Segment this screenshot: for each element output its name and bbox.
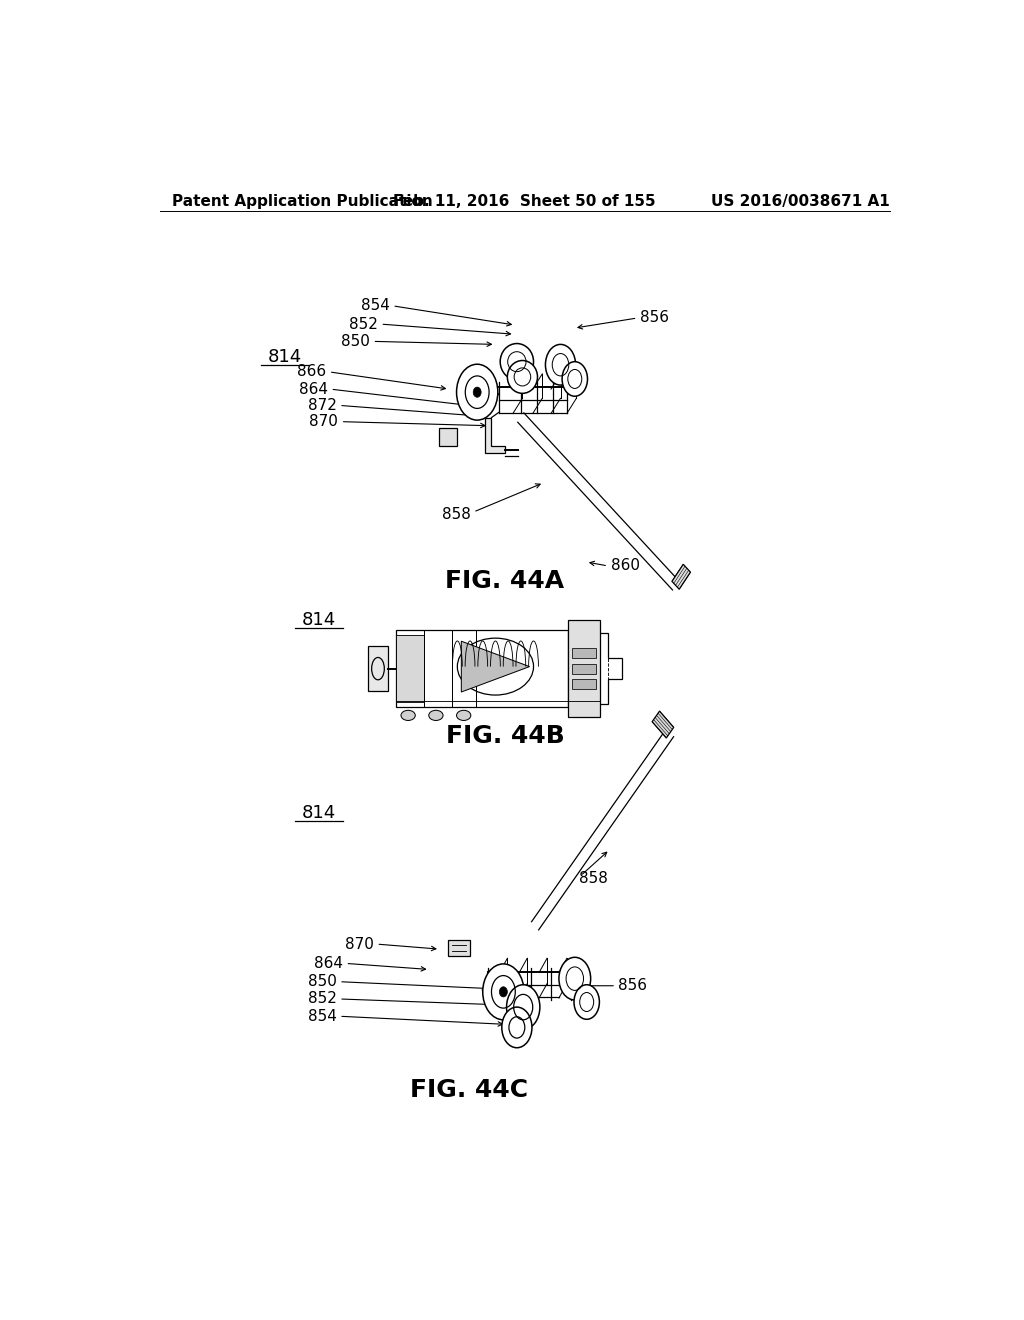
Polygon shape — [572, 648, 596, 659]
Text: 850: 850 — [341, 334, 370, 348]
Text: 814: 814 — [268, 347, 302, 366]
Text: 866: 866 — [297, 364, 327, 379]
Text: 814: 814 — [302, 804, 336, 822]
Text: FIG. 44B: FIG. 44B — [445, 723, 564, 747]
Ellipse shape — [507, 360, 538, 393]
Text: 870: 870 — [309, 414, 338, 429]
Ellipse shape — [429, 710, 443, 721]
Polygon shape — [396, 630, 568, 708]
Polygon shape — [461, 642, 529, 692]
Polygon shape — [369, 647, 388, 690]
Ellipse shape — [457, 710, 471, 721]
Ellipse shape — [482, 964, 524, 1020]
Text: 870: 870 — [345, 937, 374, 952]
Polygon shape — [447, 940, 470, 956]
Ellipse shape — [473, 387, 481, 397]
Ellipse shape — [502, 1007, 531, 1048]
Text: 864: 864 — [299, 381, 328, 396]
Polygon shape — [485, 417, 505, 453]
Text: 852: 852 — [308, 991, 337, 1006]
Text: 854: 854 — [308, 1008, 337, 1024]
Polygon shape — [572, 664, 596, 673]
Text: FIG. 44C: FIG. 44C — [411, 1078, 528, 1102]
Text: 860: 860 — [610, 558, 640, 573]
Polygon shape — [396, 635, 424, 702]
Ellipse shape — [457, 364, 498, 420]
Text: US 2016/0038671 A1: US 2016/0038671 A1 — [711, 194, 890, 209]
Text: 864: 864 — [314, 956, 343, 972]
Text: 872: 872 — [308, 397, 337, 413]
Ellipse shape — [574, 985, 599, 1019]
Text: Patent Application Publication: Patent Application Publication — [172, 194, 432, 209]
Polygon shape — [652, 711, 674, 738]
Text: 852: 852 — [349, 317, 378, 331]
Ellipse shape — [500, 343, 534, 380]
Text: FIG. 44A: FIG. 44A — [445, 569, 564, 593]
Text: Feb. 11, 2016  Sheet 50 of 155: Feb. 11, 2016 Sheet 50 of 155 — [393, 194, 656, 209]
Polygon shape — [572, 678, 596, 689]
Text: 854: 854 — [361, 298, 390, 313]
Polygon shape — [672, 564, 690, 589]
Text: 858: 858 — [579, 870, 607, 886]
Text: 814: 814 — [302, 611, 336, 628]
Polygon shape — [568, 620, 600, 718]
Ellipse shape — [562, 362, 588, 396]
Text: 850: 850 — [308, 974, 337, 989]
Ellipse shape — [507, 985, 540, 1030]
Ellipse shape — [559, 957, 591, 1001]
Text: 858: 858 — [442, 507, 471, 521]
Text: 856: 856 — [618, 978, 647, 993]
Ellipse shape — [546, 345, 575, 385]
Ellipse shape — [401, 710, 416, 721]
Text: 856: 856 — [640, 310, 669, 326]
Polygon shape — [439, 428, 458, 446]
Ellipse shape — [500, 987, 507, 997]
